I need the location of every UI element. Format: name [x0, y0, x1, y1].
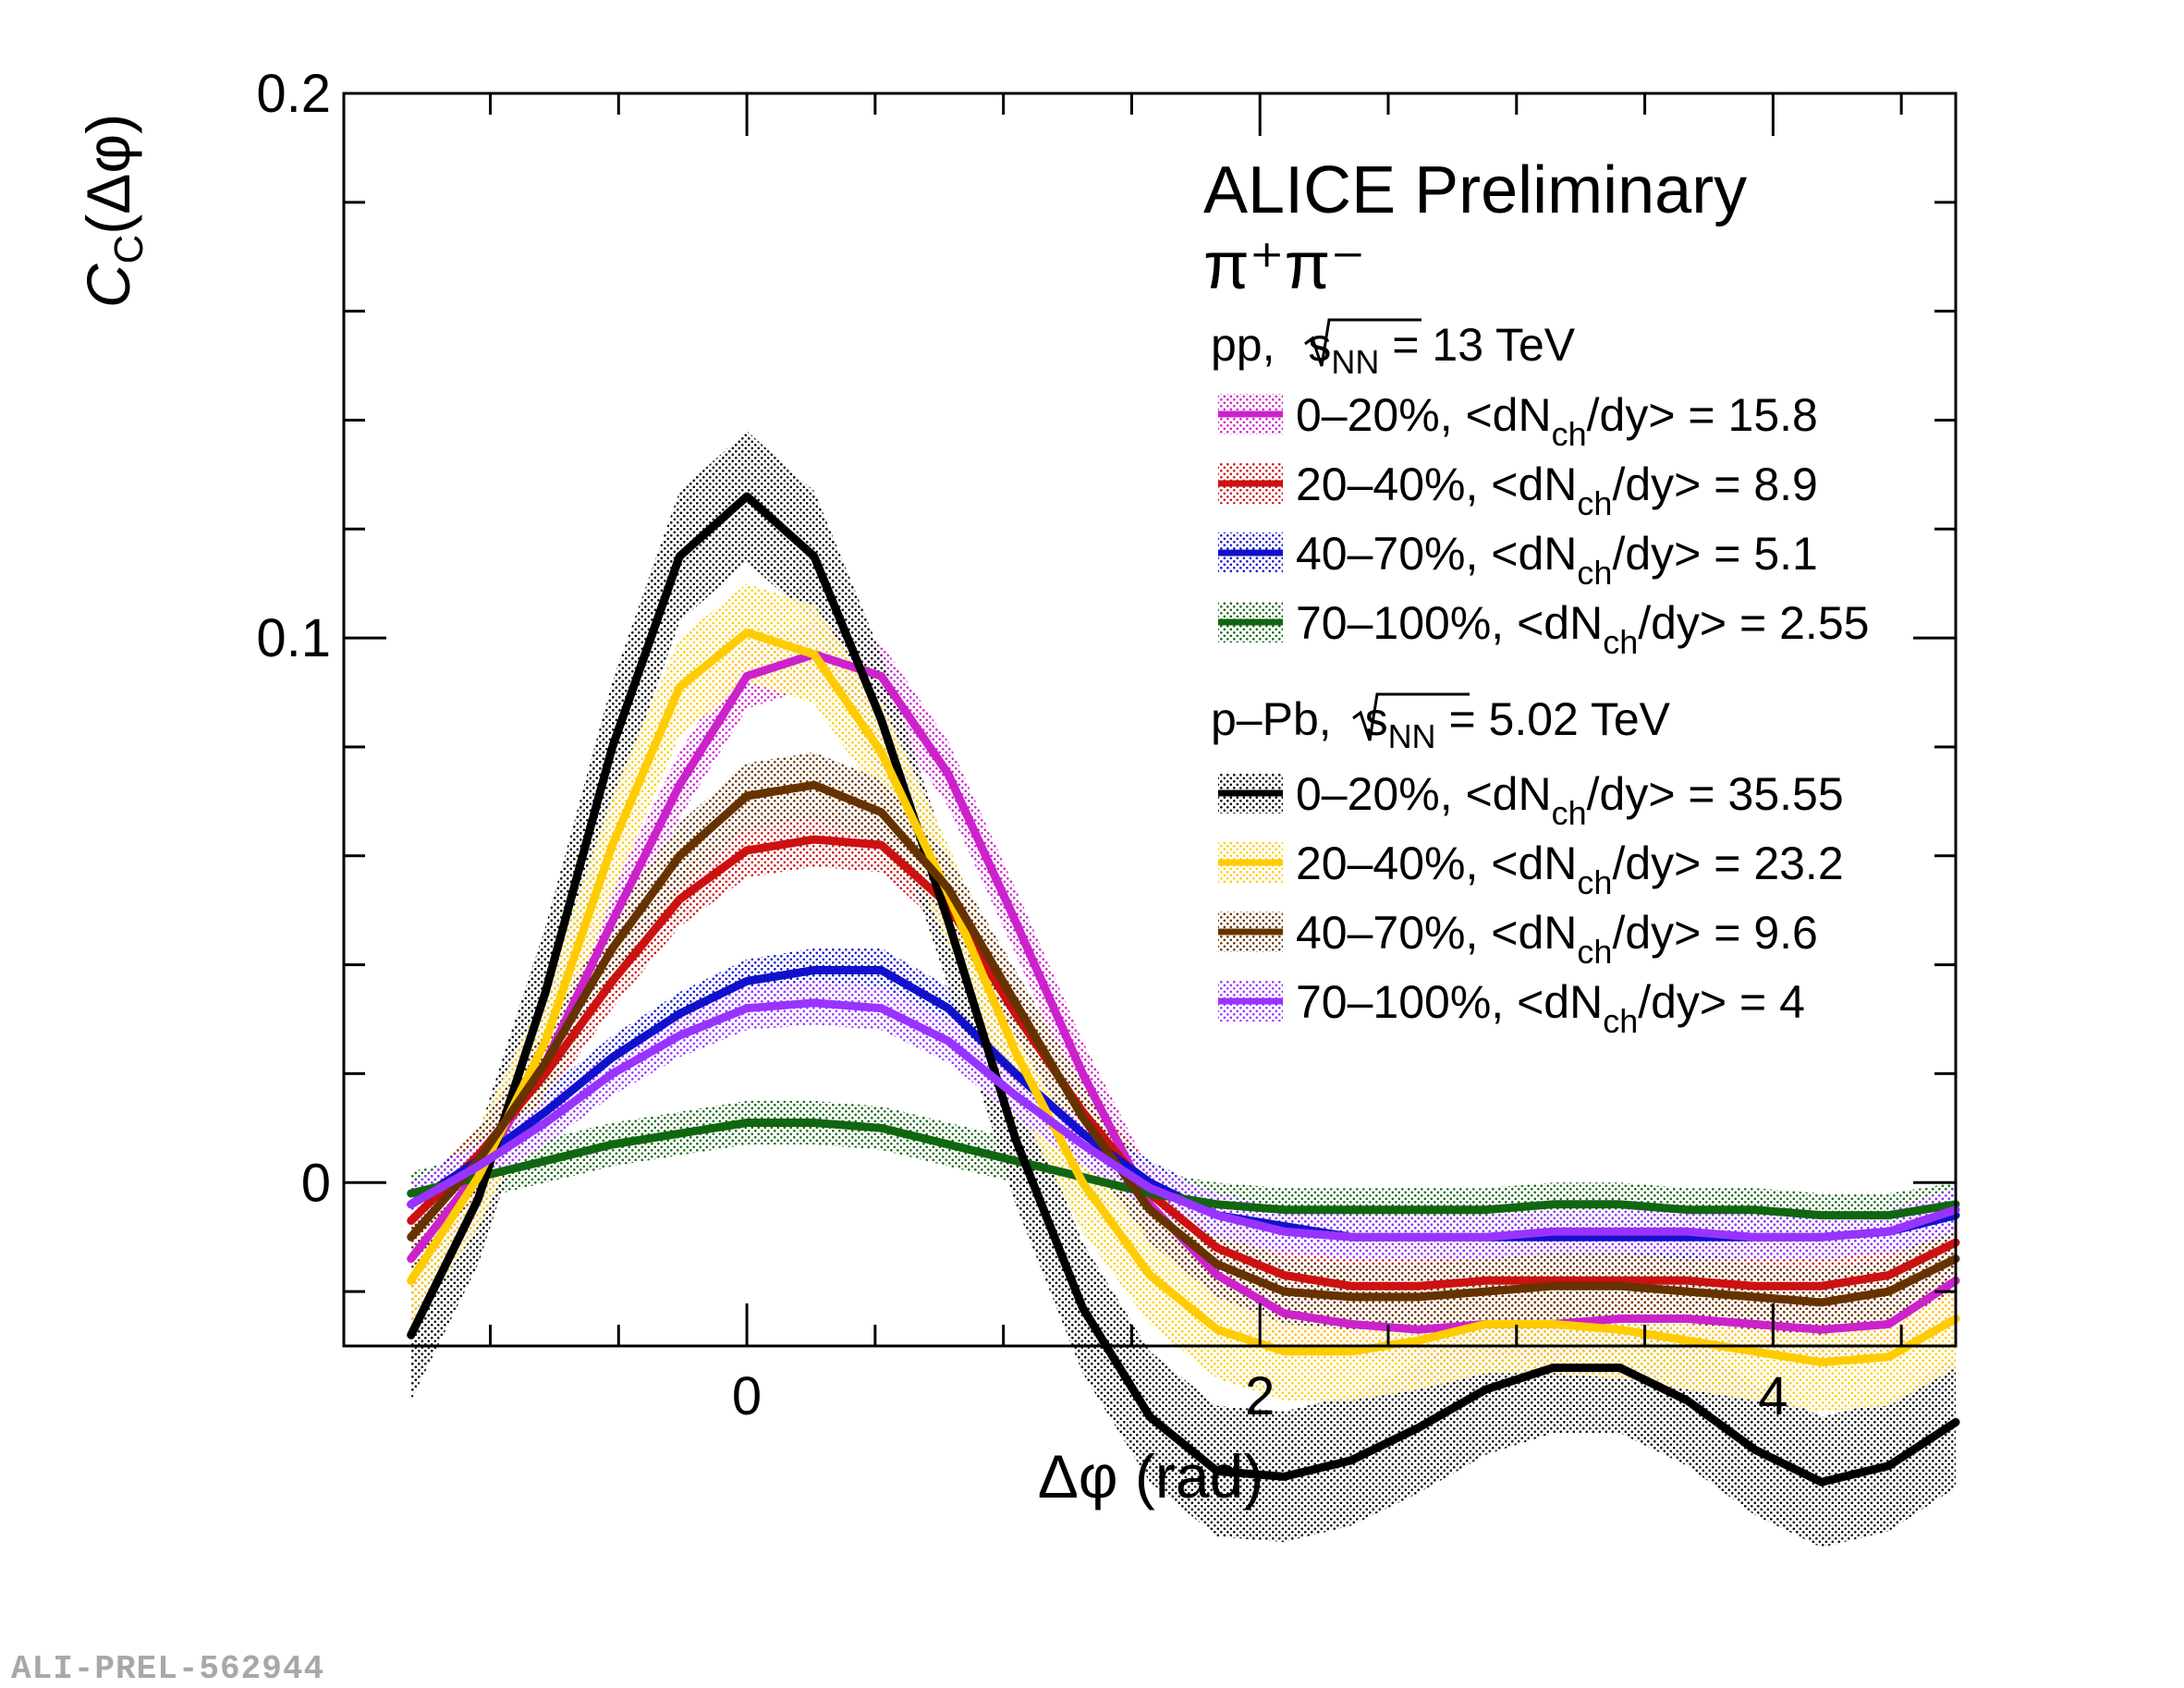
axis-ticks — [344, 92, 1956, 1346]
sqrt-sign-icon — [1352, 692, 1470, 741]
x-tick-label: 0 — [732, 1366, 762, 1426]
plot-frame — [342, 92, 1958, 1348]
legend-entry-6: 20–40%, <dNch/dy> = 23.2 — [1296, 838, 1844, 901]
y-axis-title: CC(Δφ) — [74, 114, 152, 308]
y-tick-label: 0.1 — [256, 608, 331, 668]
legend-header-2: p–Pb, sNN = 5.02 TeV — [1211, 693, 1671, 755]
y-axis-title-sub: C — [106, 235, 152, 264]
series-lines — [407, 492, 1960, 1486]
watermark: ALI-PREL-562944 — [11, 1650, 325, 1688]
legend-entry-1: 0–20%, <dNch/dy> = 15.8 — [1296, 389, 1818, 453]
chart-title: ALICE Preliminary — [1203, 153, 1747, 227]
x-tick-label: 2 — [1245, 1366, 1275, 1426]
uncertainty-band-5 — [410, 431, 1957, 1547]
x-axis-title: Δφ (rad) — [1038, 1442, 1264, 1511]
x-tick-label: 4 — [1758, 1366, 1787, 1426]
series-line-8 — [407, 998, 1960, 1242]
legend-entry-2: 20–40%, <dNch/dy> = 8.9 — [1296, 459, 1818, 522]
legend-header-1: pp, sNN = 13 TeV — [1211, 319, 1576, 381]
legend: pp, sNN = 13 TeV p–Pb, sNN = 5.02 TeV 0–20… — [1211, 318, 1869, 1040]
axis-tick-labels: 0 2 4 0 0.1 0.2 — [256, 64, 1787, 1426]
chart-subtitle: π⁺π⁻ — [1203, 229, 1365, 303]
legend-entry-3: 40–70%, <dNch/dy> = 5.1 — [1296, 528, 1818, 592]
series-line-5 — [407, 492, 1960, 1486]
y-axis-title-arg: (Δφ) — [74, 114, 142, 235]
legend-entry-5: 0–20%, <dNch/dy> = 35.55 — [1296, 768, 1844, 832]
sqrt-sign-icon — [1304, 318, 1421, 367]
y-tick-label: 0 — [301, 1153, 331, 1213]
series-line-6 — [407, 628, 1960, 1367]
svg-text:CC(Δφ): CC(Δφ) — [74, 114, 152, 308]
legend-entry-7: 40–70%, <dNch/dy> = 9.6 — [1296, 907, 1818, 971]
legend-entry-8: 70–100%, <dNch/dy> = 4 — [1296, 976, 1805, 1040]
series-line-2 — [407, 835, 1960, 1290]
legend-entry-4: 70–100%, <dNch/dy> = 2.55 — [1296, 597, 1869, 661]
y-tick-label: 0.2 — [256, 64, 331, 124]
y-axis-title-main: C — [74, 263, 142, 308]
series-line-7 — [407, 780, 1960, 1307]
